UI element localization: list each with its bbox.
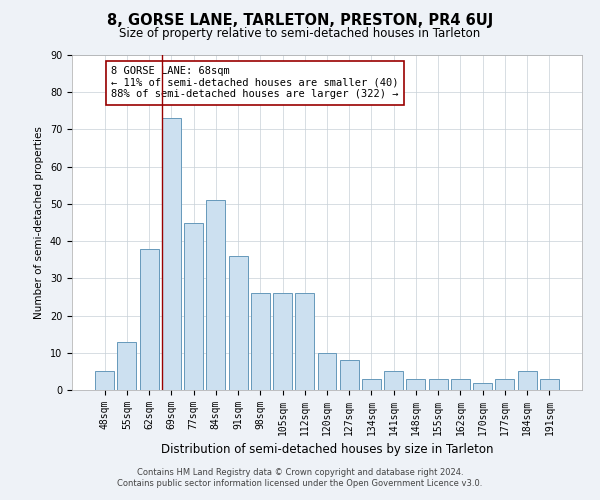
Bar [473, 382, 492, 390]
Text: 8 GORSE LANE: 68sqm
← 11% of semi-detached houses are smaller (40)
88% of semi-d: 8 GORSE LANE: 68sqm ← 11% of semi-detach… [112, 66, 399, 100]
Text: Contains HM Land Registry data © Crown copyright and database right 2024.
Contai: Contains HM Land Registry data © Crown c… [118, 468, 482, 487]
Bar [540, 379, 559, 390]
Bar [429, 379, 448, 390]
Bar [340, 360, 359, 390]
Bar [406, 379, 425, 390]
Bar [451, 379, 470, 390]
Bar [162, 118, 181, 390]
Bar [251, 293, 270, 390]
Bar [362, 379, 381, 390]
Bar [384, 372, 403, 390]
Bar [206, 200, 225, 390]
Bar [317, 353, 337, 390]
Bar [295, 293, 314, 390]
Bar [95, 372, 114, 390]
Bar [496, 379, 514, 390]
Bar [518, 372, 536, 390]
Bar [118, 342, 136, 390]
Bar [229, 256, 248, 390]
Text: 8, GORSE LANE, TARLETON, PRESTON, PR4 6UJ: 8, GORSE LANE, TARLETON, PRESTON, PR4 6U… [107, 12, 493, 28]
X-axis label: Distribution of semi-detached houses by size in Tarleton: Distribution of semi-detached houses by … [161, 444, 493, 456]
Y-axis label: Number of semi-detached properties: Number of semi-detached properties [34, 126, 44, 319]
Bar [140, 248, 158, 390]
Bar [184, 222, 203, 390]
Text: Size of property relative to semi-detached houses in Tarleton: Size of property relative to semi-detach… [119, 28, 481, 40]
Bar [273, 293, 292, 390]
